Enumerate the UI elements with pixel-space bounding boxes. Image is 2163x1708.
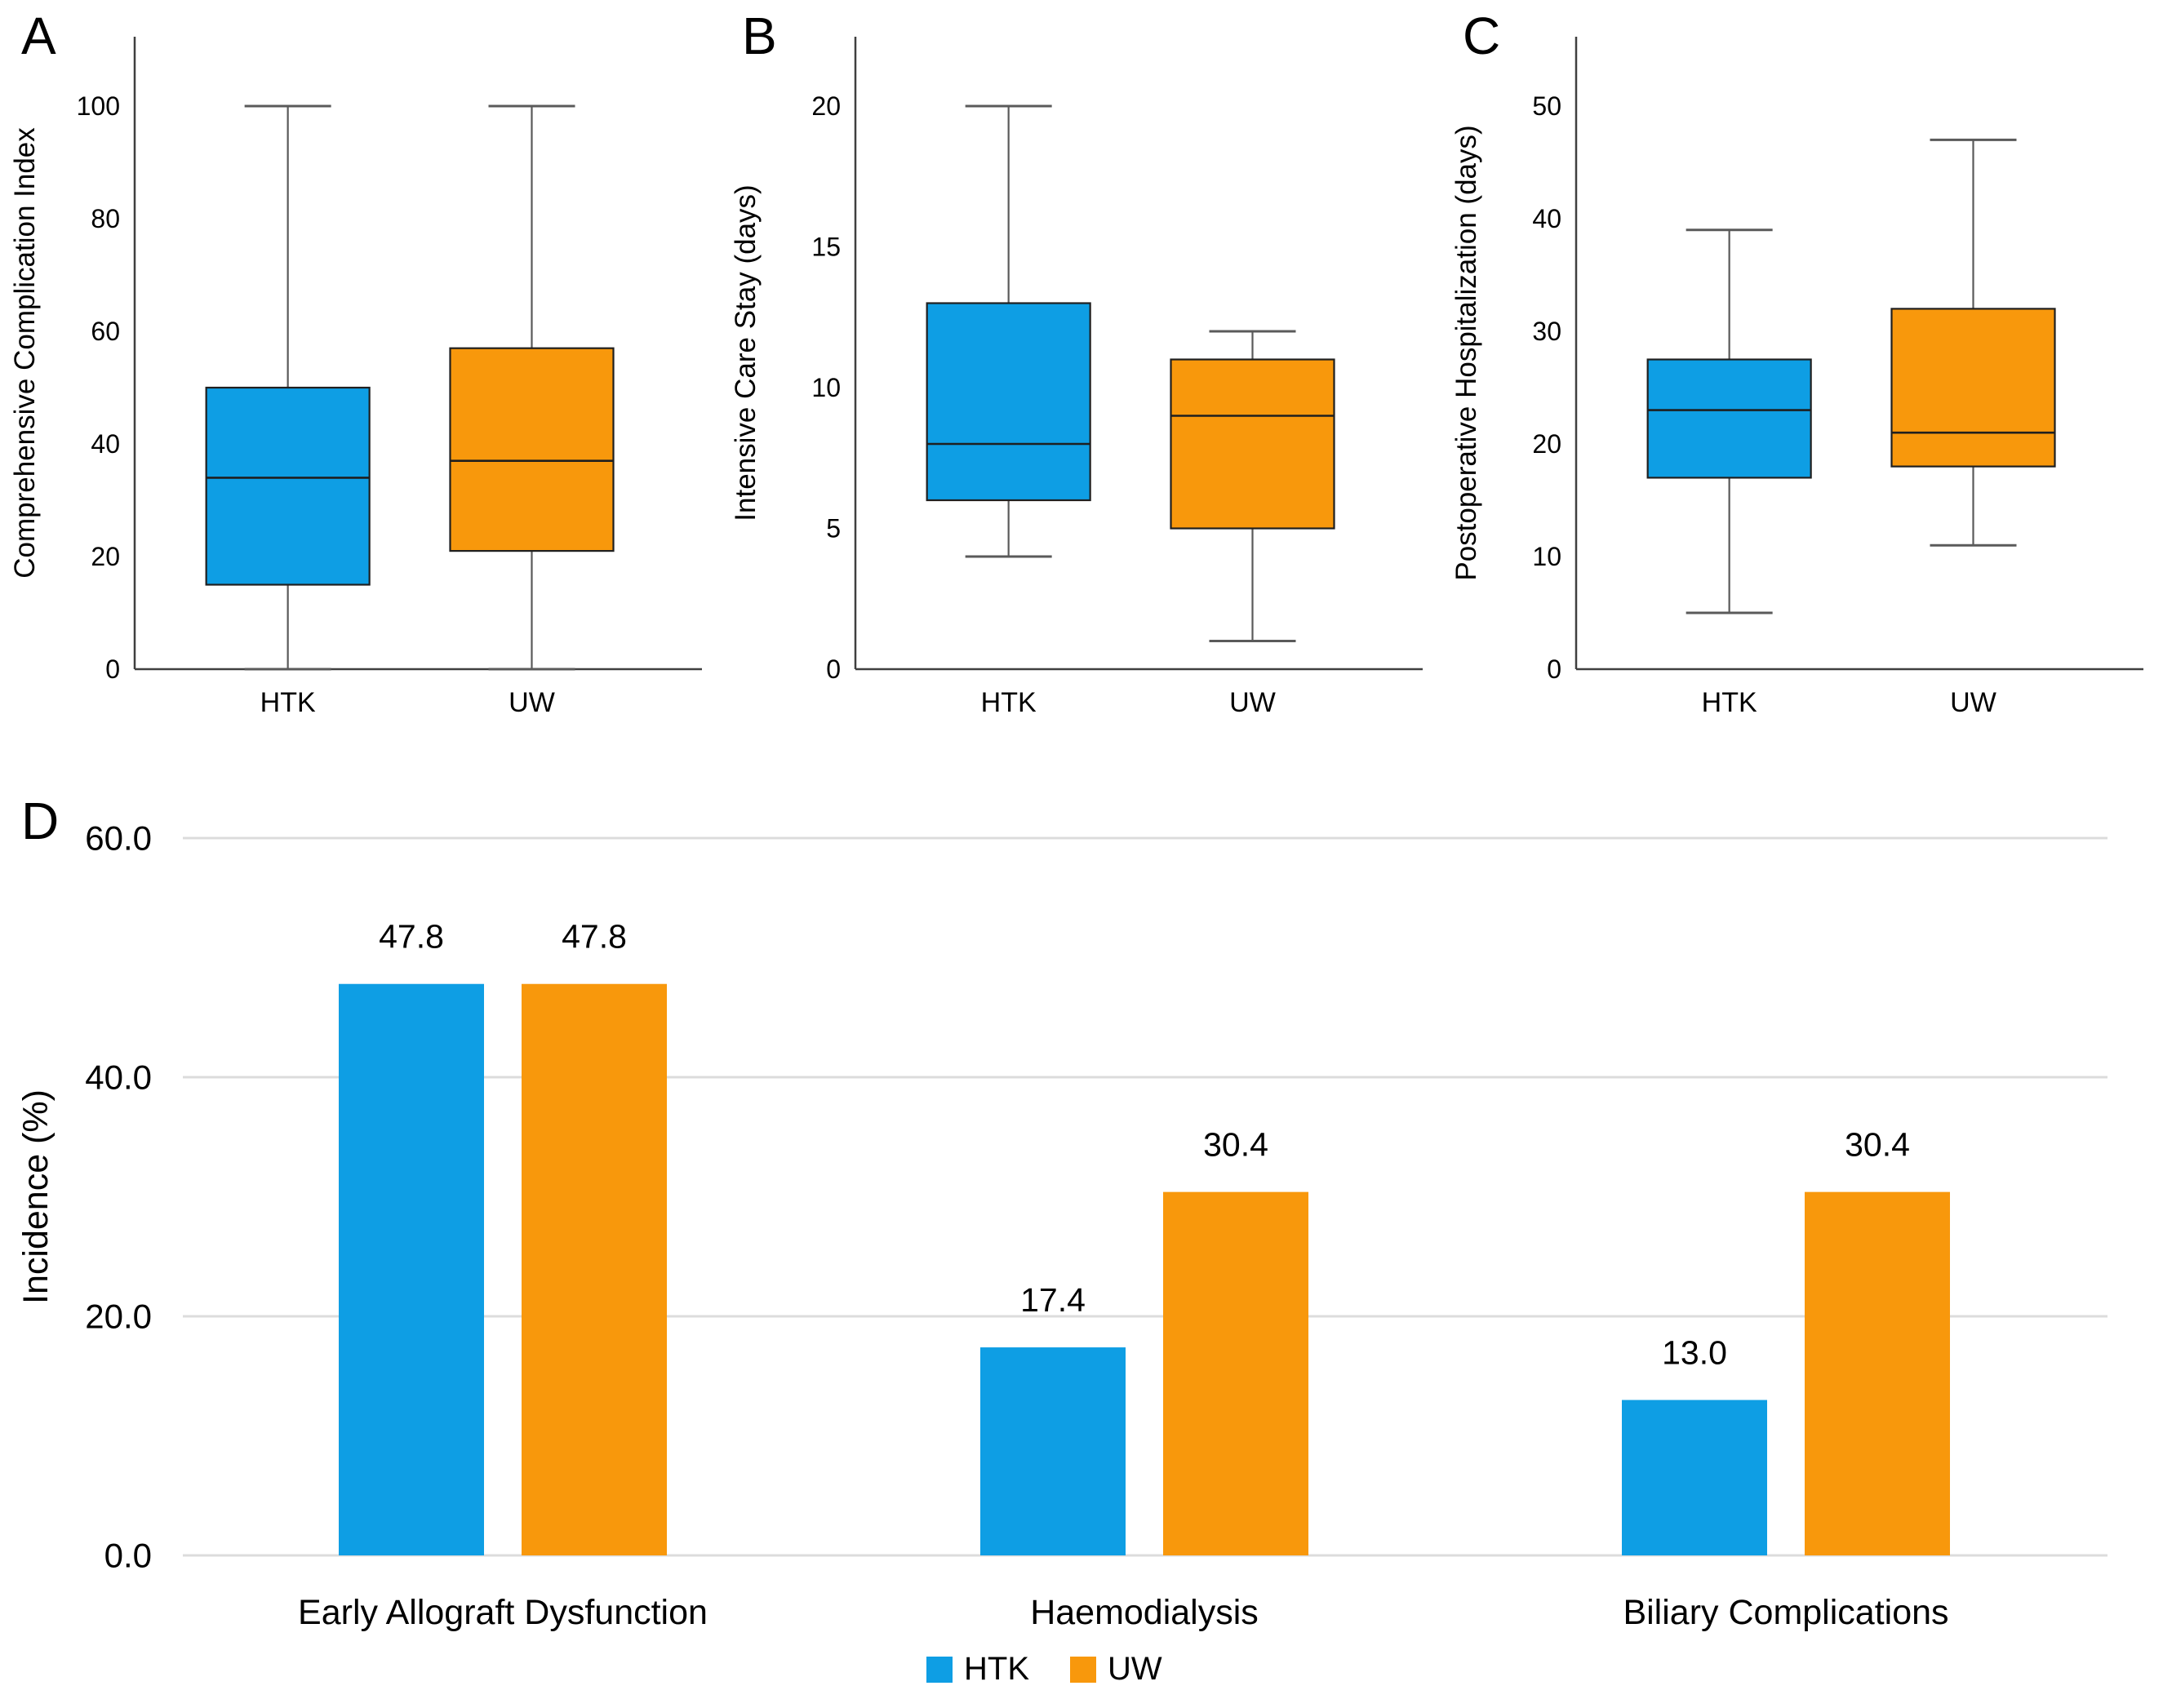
x-category-label-1: Haemodialysis <box>1030 1593 1259 1632</box>
y-tick-label: 0 <box>1547 654 1561 684</box>
category-label-uw: UW <box>1229 687 1276 718</box>
legend-label-uw: UW <box>1108 1651 1162 1687</box>
x-category-label-0: Early Allograft Dysfunction <box>298 1593 708 1632</box>
category-label-uw: UW <box>509 687 555 718</box>
box-htk <box>926 302 1091 502</box>
x-category-label-2: Biliary Complications <box>1623 1593 1948 1632</box>
legend-swatch-uw <box>1070 1657 1096 1683</box>
panel-a-letter: A <box>21 7 56 65</box>
legend-label-htk: HTK <box>964 1651 1029 1687</box>
panel-d-letter: D <box>21 792 60 850</box>
box-htk <box>1646 358 1812 479</box>
y-tick-label: 40.0 <box>85 1058 152 1097</box>
value-label-htk-0: 47.8 <box>379 918 444 956</box>
category-label-htk: HTK <box>260 687 316 718</box>
bar-uw-2 <box>1805 1191 1950 1555</box>
y-tick-label: 60 <box>91 317 120 346</box>
y-tick-label: 30 <box>1532 317 1561 346</box>
value-label-uw-0: 47.8 <box>562 918 627 956</box>
y-tick-label: 0 <box>105 654 120 684</box>
y-tick-label: 10 <box>1532 542 1561 571</box>
y-tick-label: 40 <box>91 429 120 459</box>
y-tick-label: 80 <box>91 204 120 233</box>
box-panels-row: A Comprehensive Complication Index 0 20 40 6… <box>0 0 2163 782</box>
y-tick-label: 20 <box>811 91 841 121</box>
panel-a: A Comprehensive Complication Index 0 20 40 6… <box>0 0 721 782</box>
panel-c-chart: Postoperative Hospitalization (days) 0 10 2… <box>1450 37 2143 718</box>
category-label-htk: HTK <box>981 687 1037 718</box>
value-label-uw-1: 30.4 <box>1203 1126 1268 1164</box>
y-axis-label: Incidence (%) <box>16 1089 56 1304</box>
bar-uw-0 <box>522 983 667 1555</box>
value-label-htk-2: 13.0 <box>1662 1334 1727 1372</box>
legend-swatch-htk <box>926 1657 953 1683</box>
panel-c: C Postoperative Hospitalization (days) 0 1… <box>1441 0 2162 782</box>
y-tick-label: 5 <box>826 514 841 543</box>
category-label-uw: UW <box>1950 687 1996 718</box>
panel-d: D Incidence (%) 0.0 20.0 40.0 60.0 47.8 17.4 13… <box>0 782 2163 1708</box>
panel-c-letter: C <box>1463 7 1501 65</box>
y-tick-label: 15 <box>811 233 841 262</box>
y-axis-label: Intensive Care Stay (days) <box>730 184 762 521</box>
y-tick-label: 0 <box>826 654 841 684</box>
bar-htk-1 <box>980 1347 1126 1555</box>
y-tick-label: 20.0 <box>85 1298 152 1336</box>
value-label-htk-1: 17.4 <box>1020 1281 1086 1319</box>
panel-b-chart: Intensive Care Stay (days) 0 5 10 15 20 HTK UW <box>730 37 1423 718</box>
box-uw <box>1170 358 1335 530</box>
y-tick-label: 60.0 <box>85 819 152 858</box>
panel-d-chart: Incidence (%) 0.0 20.0 40.0 60.0 47.8 17.4 13.0… <box>16 819 2107 1687</box>
bar-htk-0 <box>339 983 484 1555</box>
bar-uw-1 <box>1163 1191 1308 1555</box>
panel-b-letter: B <box>742 7 777 65</box>
y-tick-label: 20 <box>1532 429 1561 459</box>
y-axis-label: Postoperative Hospitalization (days) <box>1450 125 1482 580</box>
y-tick-label: 10 <box>811 373 841 402</box>
y-tick-label: 100 <box>77 91 120 121</box>
panel-a-chart: Comprehensive Complication Index 0 20 40 60 8… <box>9 37 702 718</box>
y-tick-label: 40 <box>1532 204 1561 233</box>
y-tick-label: 50 <box>1532 91 1561 121</box>
y-tick-label: 20 <box>91 542 120 571</box>
category-label-htk: HTK <box>1702 687 1757 718</box>
value-label-uw-2: 30.4 <box>1845 1126 1910 1164</box>
legend: HTK UW <box>926 1651 1162 1687</box>
panel-b: B Intensive Care Stay (days) 0 5 10 15 20 HTK U… <box>721 0 1441 782</box>
y-tick-label: 0.0 <box>104 1537 152 1575</box>
bar-htk-2 <box>1622 1400 1767 1555</box>
y-axis-label: Comprehensive Complication Index <box>9 127 41 579</box>
box-htk <box>205 386 371 586</box>
box-uw <box>449 347 615 552</box>
box-uw <box>1890 308 2056 468</box>
